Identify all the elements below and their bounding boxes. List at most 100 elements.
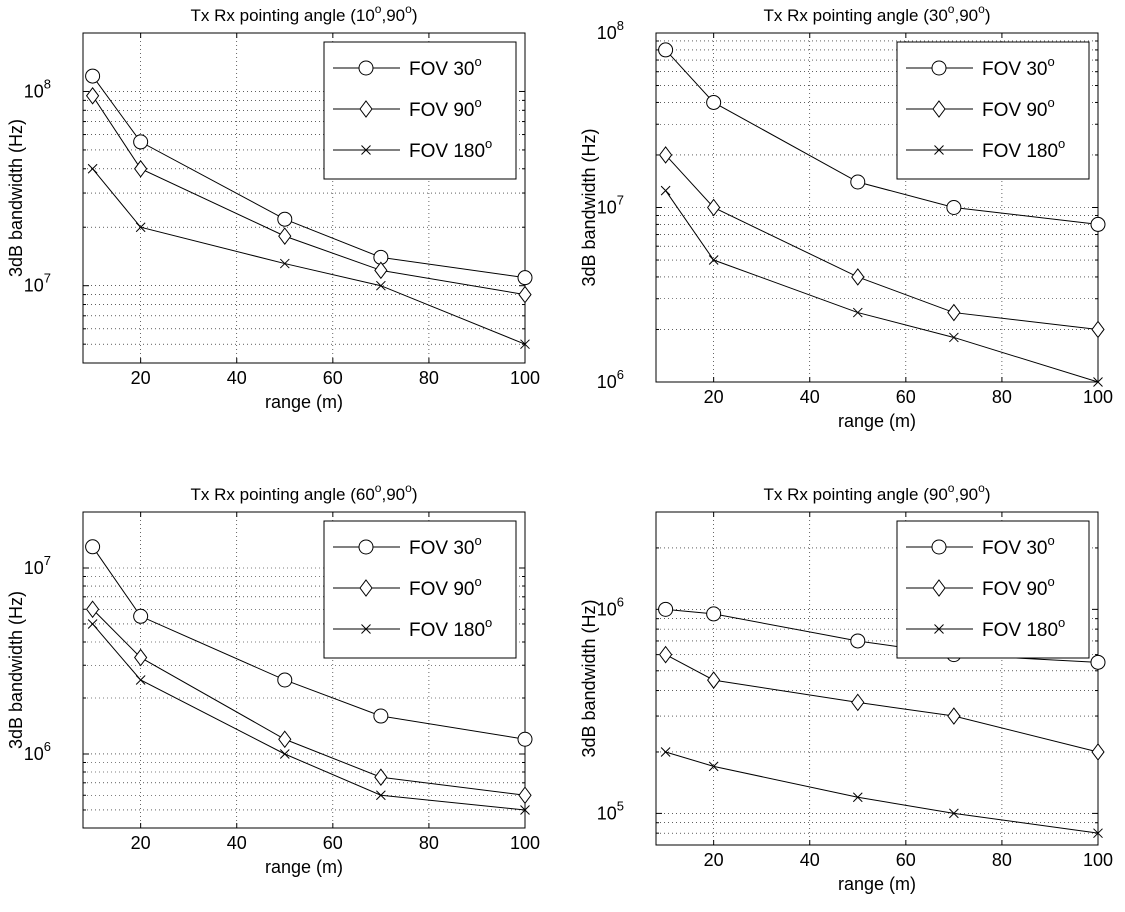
- x-tick-label: 100: [1083, 387, 1113, 407]
- x-tick-label: 40: [800, 850, 820, 870]
- y-axis-label: 3dB bandwidth (Hz): [579, 599, 599, 757]
- legend: FOV 30o FOV 90o FOV 180o: [323, 41, 517, 180]
- x-ticks: 20 40 60 80 100: [704, 512, 1113, 870]
- legend-box: [323, 520, 517, 659]
- data-point-diamond: [947, 303, 961, 322]
- y-tick-label: 106: [597, 594, 624, 619]
- data-point-diamond: [374, 768, 388, 787]
- x-tick-label: 100: [510, 368, 540, 388]
- x-tick-label: 40: [227, 833, 247, 853]
- data-point-circle: [658, 42, 674, 58]
- legend-label: FOV 90o: [409, 95, 482, 121]
- x-ticks: 20 40 60 80 100: [704, 33, 1113, 407]
- chart-title: Tx Rx pointing angle (60o,90o): [191, 481, 418, 504]
- legend-label: FOV 30o: [982, 54, 1055, 80]
- data-point-x: [949, 332, 959, 343]
- data-point-x: [279, 258, 290, 269]
- data-point-x: [361, 624, 371, 634]
- legend-entry-2: FOV 90o: [333, 574, 482, 600]
- data-point-diamond: [359, 579, 373, 597]
- data-point-x: [87, 619, 98, 629]
- y-ticks: 105 106: [597, 511, 1098, 846]
- x-tick-label: 80: [992, 850, 1012, 870]
- series-1: [85, 539, 533, 747]
- data-point-x: [934, 145, 944, 155]
- legend-label: FOV 180o: [982, 615, 1065, 641]
- legend-label: FOV 90o: [409, 574, 482, 600]
- x-ticks: 20 40 60 80 100: [131, 512, 540, 853]
- data-point-diamond: [374, 261, 388, 280]
- axes-box: [655, 511, 1099, 846]
- legend-entry-3: FOV 180o: [333, 136, 492, 162]
- data-point-x: [135, 675, 146, 685]
- x-tick-label: 80: [419, 368, 439, 388]
- data-point-diamond: [1091, 320, 1105, 339]
- data-point-diamond: [707, 671, 721, 689]
- x-tick-label: 80: [992, 387, 1012, 407]
- x-tick-label: 20: [704, 850, 724, 870]
- chart-panel-1: 20 40 60 80 100 107 108 Tx Rx pointing angle (1…: [6, 2, 540, 412]
- y-ticks: 106 107 108: [597, 18, 1098, 392]
- legend: FOV 30o FOV 90o FOV 180o: [896, 520, 1090, 659]
- data-point-x: [852, 307, 863, 318]
- legend-label: FOV 30o: [409, 54, 482, 80]
- data-point-x: [376, 790, 386, 801]
- data-point-x: [660, 747, 671, 757]
- data-point-diamond: [658, 146, 673, 164]
- x-tick-label: 40: [227, 368, 247, 388]
- data-point-diamond: [134, 159, 148, 178]
- data-point-x: [279, 749, 290, 759]
- chart-panel-2: 20 40 60 80 100 106 107 108 Tx Rx pointing angle…: [579, 2, 1113, 431]
- y-tick-label: 106: [24, 739, 51, 764]
- x-axis-label: range (m): [265, 392, 343, 412]
- data-point-diamond: [851, 693, 865, 712]
- x-tick-label: 100: [510, 833, 540, 853]
- x-axis-label: range (m): [838, 874, 916, 894]
- data-point-diamond: [359, 100, 373, 118]
- y-tick-label: 107: [24, 553, 51, 578]
- data-point-x: [852, 792, 863, 803]
- axes-box: [82, 511, 526, 829]
- legend-entry-3: FOV 180o: [906, 615, 1065, 641]
- y-tick-label: 105: [597, 798, 624, 823]
- data-point-circle: [133, 134, 149, 150]
- data-point-x: [660, 185, 671, 196]
- data-point-x: [520, 339, 530, 350]
- data-point-x: [708, 255, 719, 265]
- data-point-diamond: [85, 86, 100, 105]
- x-ticks: 20 40 60 80 100: [131, 33, 540, 388]
- data-point-circle: [850, 633, 866, 649]
- data-point-circle: [277, 211, 293, 227]
- data-point-x: [949, 808, 959, 819]
- series-3: [87, 619, 530, 815]
- y-axis-label: 3dB bandwidth (Hz): [6, 591, 26, 749]
- x-tick-label: 80: [419, 833, 439, 853]
- legend-label: FOV 30o: [409, 533, 482, 559]
- y-tick-label: 108: [597, 18, 624, 43]
- data-point-x: [520, 805, 530, 815]
- legend-label: FOV 180o: [409, 136, 492, 162]
- y-ticks: 107 108: [24, 32, 525, 364]
- series-2: [85, 86, 532, 304]
- data-point-diamond: [278, 730, 292, 749]
- data-point-x: [135, 222, 146, 233]
- legend-box: [896, 41, 1090, 180]
- legend-entry-2: FOV 90o: [906, 95, 1055, 121]
- legend-label: FOV 90o: [982, 95, 1055, 121]
- data-point-diamond: [278, 227, 292, 245]
- data-point-circle: [358, 539, 374, 555]
- data-point-diamond: [658, 645, 673, 664]
- legend-entry-1: FOV 30o: [333, 54, 482, 80]
- data-point-circle: [1090, 216, 1106, 232]
- data-point-x: [361, 145, 371, 155]
- data-point-diamond: [932, 100, 946, 118]
- x-tick-label: 20: [704, 387, 724, 407]
- data-point-circle: [850, 174, 866, 190]
- data-point-x: [934, 624, 944, 634]
- legend-label: FOV 90o: [982, 574, 1055, 600]
- series-2: [658, 645, 1105, 761]
- data-point-circle: [946, 200, 962, 215]
- x-tick-label: 60: [896, 387, 916, 407]
- series-3: [660, 747, 1103, 839]
